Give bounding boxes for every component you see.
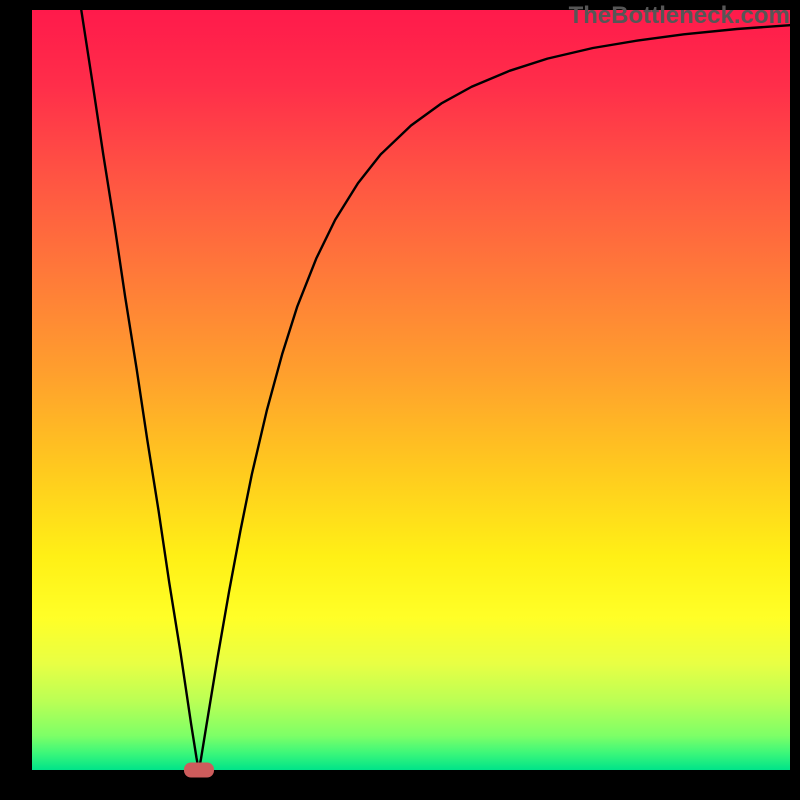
bottleneck-curve: [32, 10, 790, 770]
optimum-marker: [184, 763, 214, 778]
watermark-text: TheBottleneck.com: [569, 2, 790, 30]
plot-area: [32, 10, 790, 770]
chart-container: TheBottleneck.com: [0, 0, 800, 800]
